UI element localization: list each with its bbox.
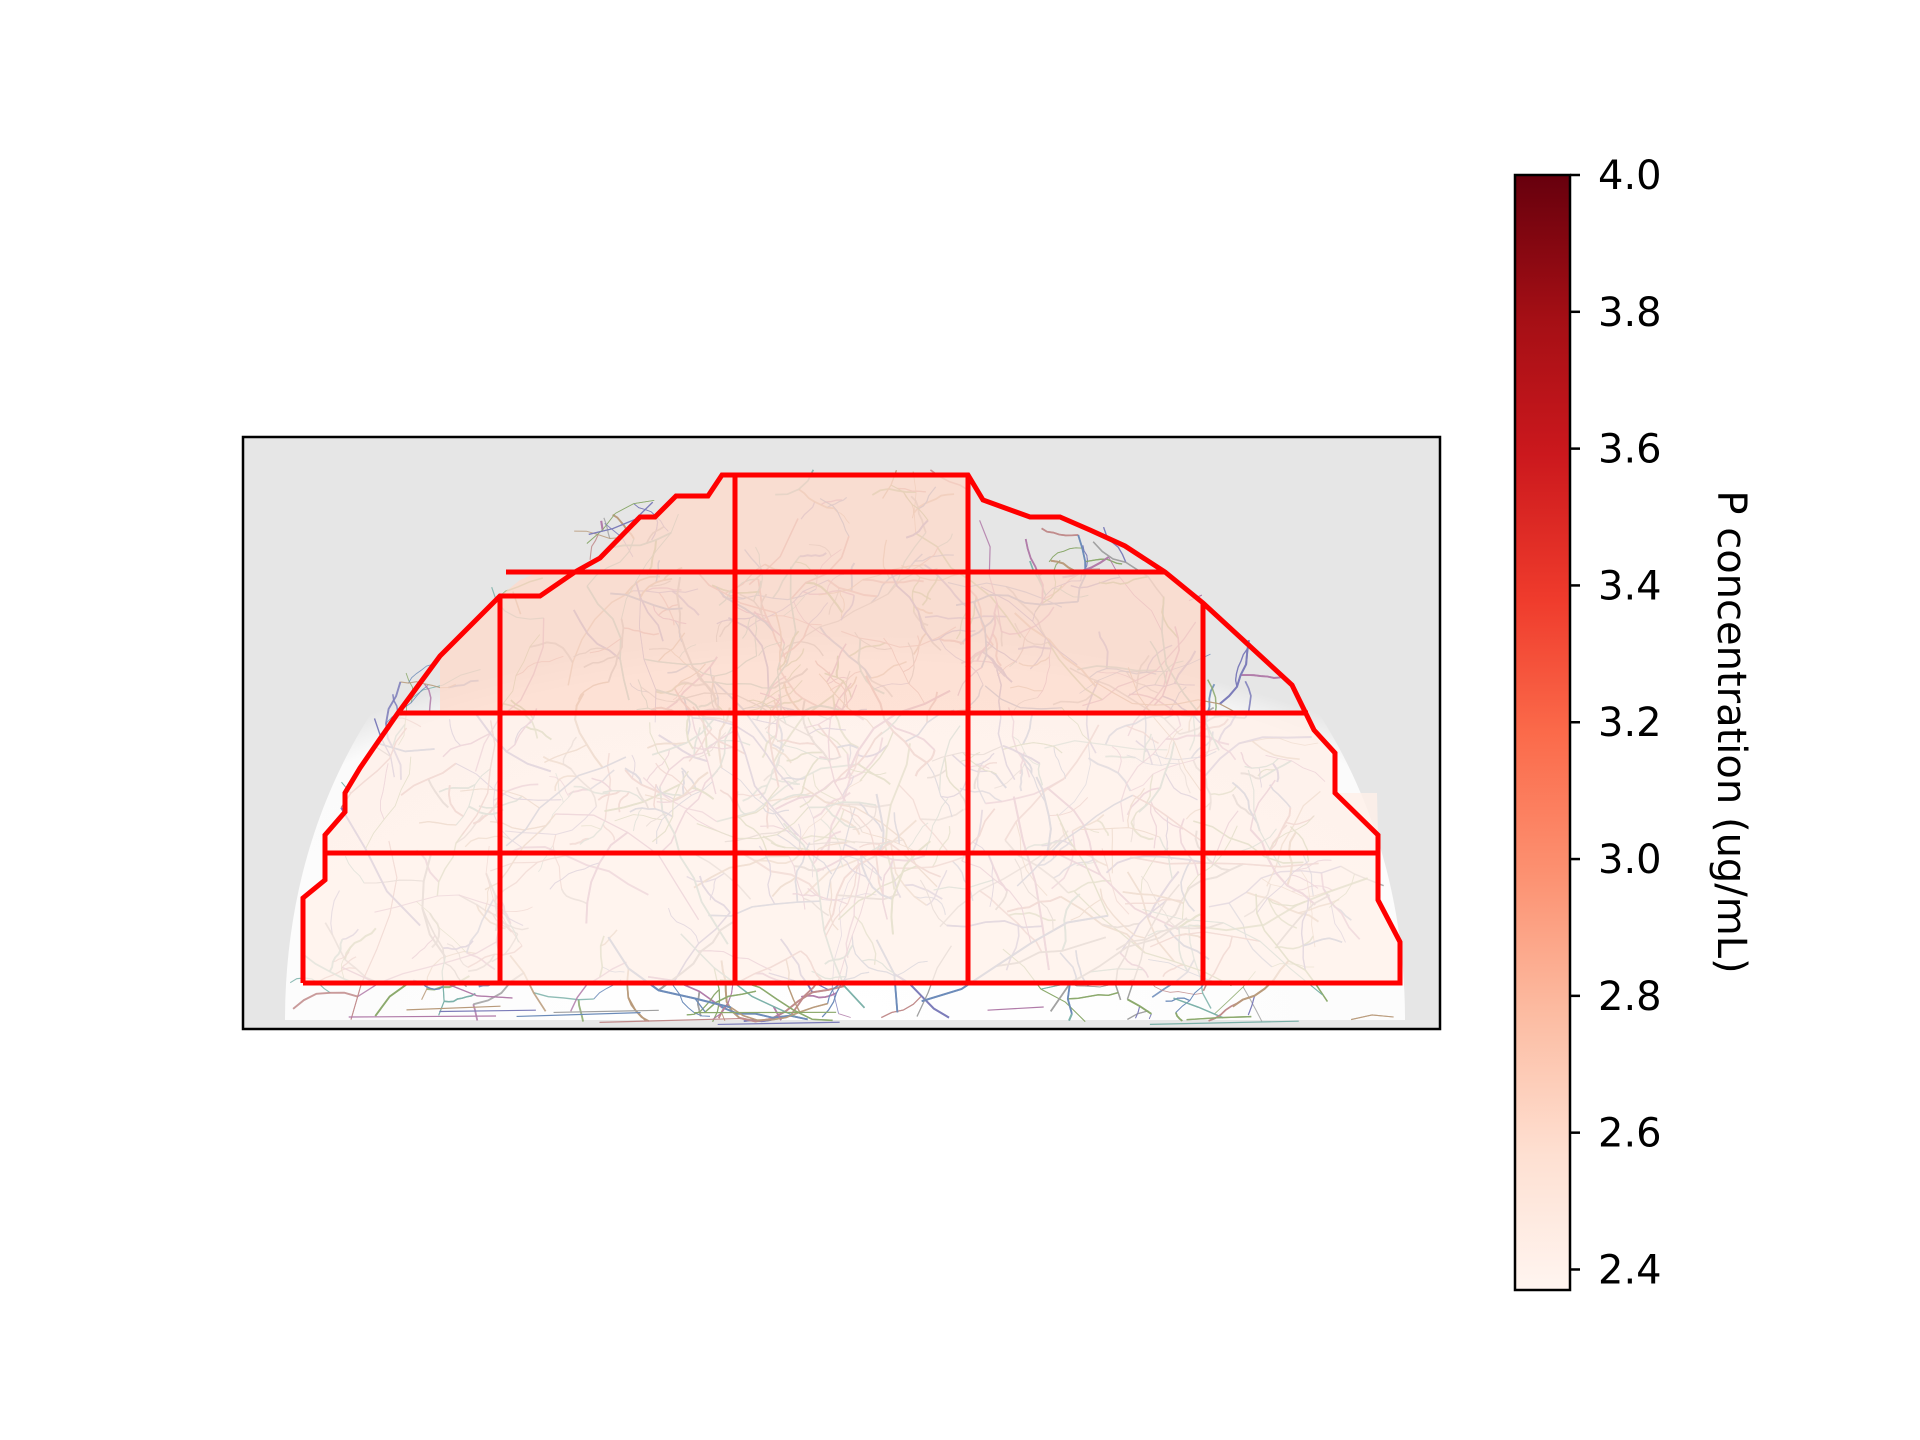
colorbar-gradient (1513, 173, 1572, 1292)
root-segment (374, 981, 410, 1017)
root-segment (444, 992, 476, 1003)
colorbar-tick-label: 4.0 (1598, 153, 1662, 199)
colorbar-tick-label: 2.4 (1598, 1247, 1662, 1293)
root-segment (348, 1015, 497, 1018)
root-segment (1175, 1012, 1183, 1022)
root-segment (694, 998, 706, 1013)
root-segment (599, 1017, 740, 1023)
root-segment (1048, 547, 1083, 563)
root-segment (1067, 991, 1119, 1000)
root-segment (589, 534, 599, 560)
root-segment (1068, 1013, 1073, 1021)
root-segment (1149, 1020, 1299, 1026)
colorbar-tick-label: 3.6 (1598, 427, 1662, 473)
colorbar-tick-label: 2.8 (1598, 974, 1662, 1020)
colorbar-tick-label: 3.8 (1598, 290, 1662, 336)
heatmap-cell (500, 713, 735, 853)
root-segment (1186, 1015, 1252, 1021)
heatmap-cell (968, 572, 1203, 713)
root-segment (574, 530, 623, 540)
root-segment (1207, 679, 1217, 717)
root-segment (577, 999, 585, 1022)
root-segment (686, 989, 720, 1016)
root-segment (1165, 997, 1191, 1002)
root-segment (721, 1012, 726, 1022)
heatmap-cell (735, 713, 968, 853)
root-segment (408, 663, 433, 684)
root-segment (603, 517, 611, 539)
root-image-panel (241, 435, 1442, 1031)
root-segment (533, 992, 594, 1001)
root-segment (717, 1021, 840, 1026)
root-segment (439, 1009, 536, 1013)
root-segment (1173, 997, 1224, 1019)
root-segment (553, 1009, 659, 1014)
grid-outline (300, 472, 1403, 986)
root-segment (588, 501, 654, 535)
root-segment (516, 1012, 641, 1018)
root-segment (423, 683, 432, 714)
root-segment (1041, 527, 1079, 537)
root-segment (1234, 643, 1251, 687)
root-segment (586, 499, 655, 544)
colorbar-tick-label: 3.0 (1598, 837, 1662, 883)
root-segment (1066, 983, 1073, 1015)
heatmap-cell (735, 572, 968, 713)
colorbar-label: P concentration (ug/mL) (1708, 490, 1754, 973)
heatmap-cell (968, 853, 1203, 983)
root-segment (739, 985, 845, 1023)
heatmap-cell (735, 475, 968, 572)
root-segment (1103, 526, 1127, 563)
heatmap-cell (500, 572, 735, 713)
root-segment (881, 995, 922, 1019)
root-segment (1350, 1014, 1394, 1021)
colorbar-tick-label: 3.4 (1598, 563, 1662, 609)
root-segment (1149, 980, 1203, 995)
colorbar: 2.4 2.6 2.8 3.0 3.2 3.4 3.6 3.8 4.0 P concentrat… (1513, 153, 1754, 1293)
root-segment (406, 1005, 501, 1011)
heatmap-cell (500, 853, 735, 983)
root-segment (1148, 1013, 1152, 1020)
root-segment (1135, 1005, 1141, 1019)
root-segment (1240, 674, 1281, 679)
root-segment (392, 694, 399, 713)
root-segment (1126, 998, 1152, 1015)
root-segment (838, 1013, 851, 1018)
root-segment (669, 981, 711, 1017)
heatmap-cell (303, 853, 500, 983)
panel-frame (241, 435, 1442, 1031)
root-segment (292, 991, 358, 1010)
root-segment (1219, 639, 1250, 705)
heatmap-cell (1203, 853, 1400, 983)
heatmap-cell (968, 713, 1203, 853)
root-segment (1247, 995, 1256, 1016)
colorbar-ticks: 2.4 2.6 2.8 3.0 3.2 3.4 3.6 3.8 4.0 (1570, 153, 1662, 1293)
grid-outer-boundary (300, 472, 1403, 986)
root-segment (1175, 979, 1208, 1013)
root-segment (600, 520, 604, 531)
root-segment (704, 990, 757, 1013)
colorbar-tick-label: 3.2 (1598, 700, 1662, 746)
colorbar-tick-label: 2.6 (1598, 1111, 1662, 1157)
root-segment (730, 1002, 828, 1021)
heatmap-cell (735, 853, 968, 983)
root-segment (712, 981, 734, 1020)
root-segment (987, 1006, 1044, 1011)
